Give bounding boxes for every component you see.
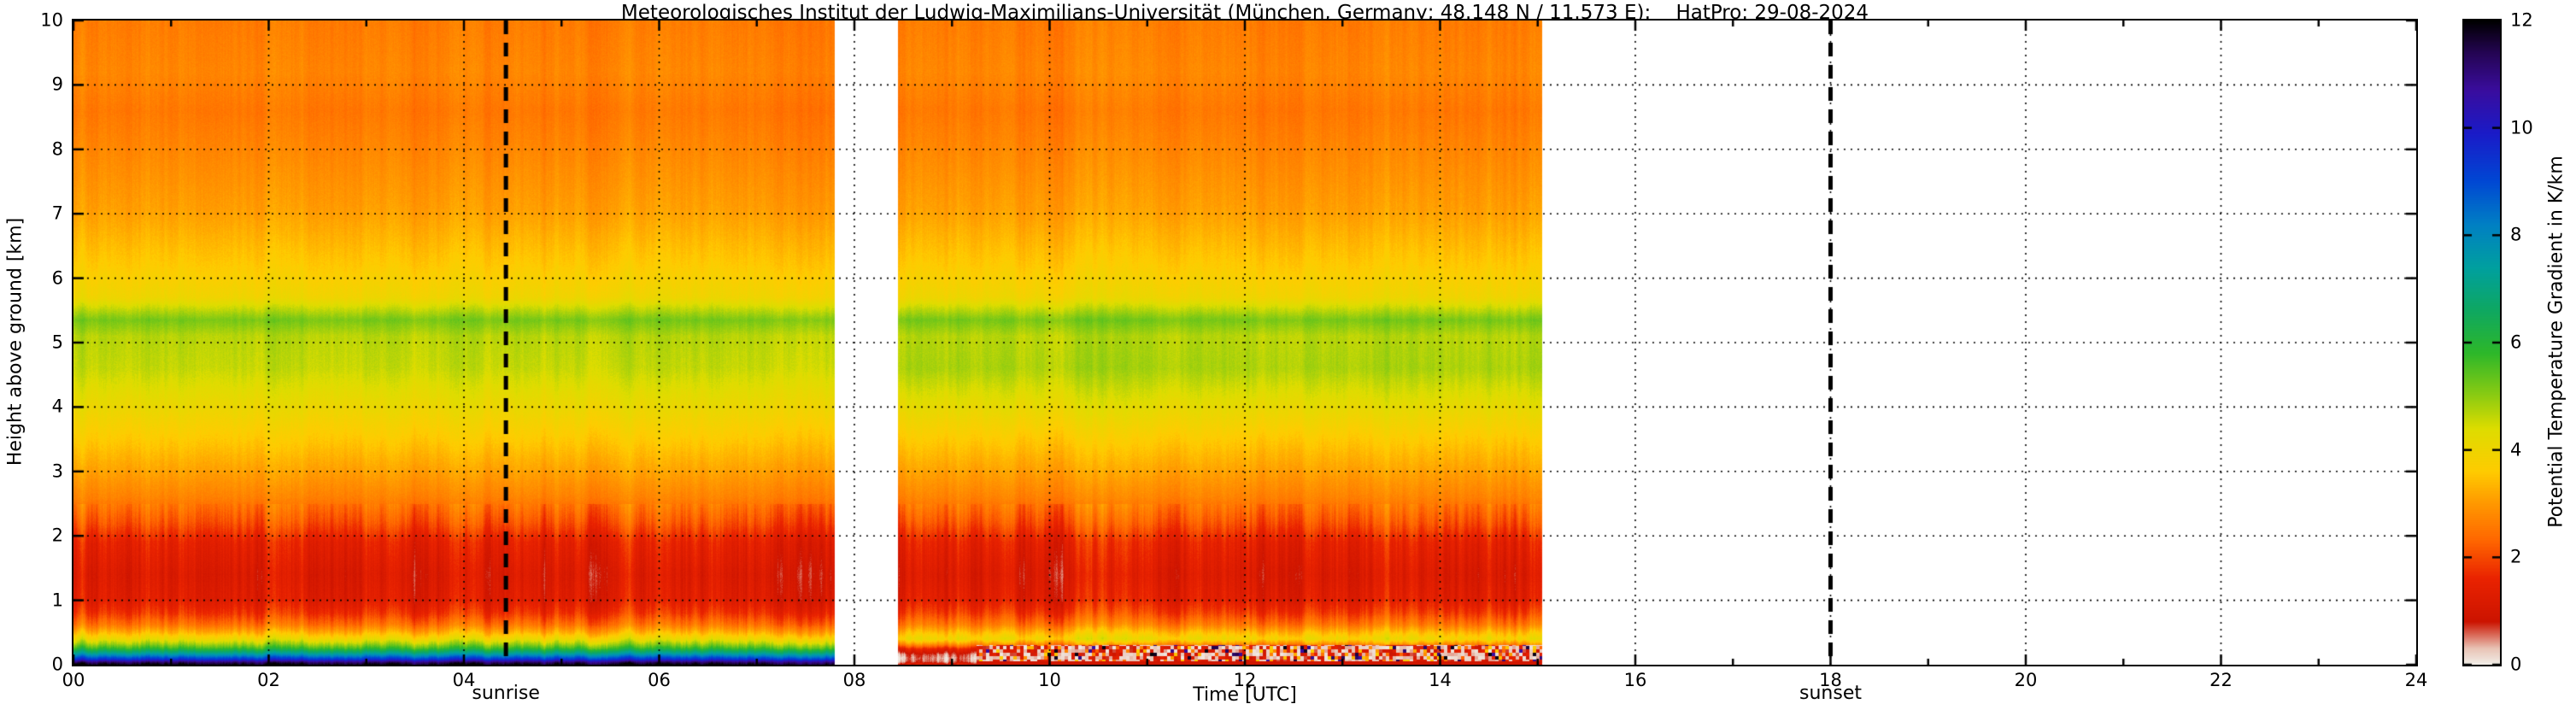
sunrise-label: sunrise xyxy=(472,683,540,704)
sunset-label: sunset xyxy=(1799,683,1862,704)
y-tick-label: 9 xyxy=(51,73,63,95)
y-tick-label: 10 xyxy=(40,9,63,31)
colorbar-tick-label: 10 xyxy=(2510,117,2533,138)
x-axis-label: Time [UTC] xyxy=(1193,684,1297,704)
y-tick-label: 0 xyxy=(51,654,63,675)
colorbar-area xyxy=(2462,19,2502,666)
x-tick-label: 12 xyxy=(1233,670,1257,690)
y-tick-label: 7 xyxy=(51,202,63,224)
y-tick-label: 8 xyxy=(51,138,63,160)
heatmap-canvas xyxy=(73,21,2416,665)
x-tick-label: 02 xyxy=(257,670,280,690)
x-tick-label: 10 xyxy=(1038,670,1061,690)
colorbar-tick-label: 2 xyxy=(2510,546,2522,567)
y-tick-label: 3 xyxy=(51,461,63,482)
y-tick-label: 1 xyxy=(51,590,63,611)
x-tick-label: 24 xyxy=(2404,670,2428,690)
x-tick-label: 06 xyxy=(648,670,671,690)
y-tick-label: 5 xyxy=(51,331,63,353)
y-tick-label: 4 xyxy=(51,396,63,417)
colorbar-tick-label: 0 xyxy=(2510,654,2522,675)
colorbar-label: Potential Temperature Gradient in K/km xyxy=(2545,155,2567,528)
colorbar-tick-label: 8 xyxy=(2510,224,2522,245)
y-axis-label: Height above ground [km] xyxy=(4,217,26,466)
x-tick-label: 20 xyxy=(2014,670,2038,690)
y-tick-label: 6 xyxy=(51,267,63,289)
plot-area xyxy=(72,19,2418,666)
y-tick-label: 2 xyxy=(51,525,63,546)
x-tick-label: 04 xyxy=(452,670,476,690)
x-tick-label: 14 xyxy=(1429,670,1452,690)
colorbar-tick-label: 6 xyxy=(2510,331,2522,353)
x-tick-label: 22 xyxy=(2209,670,2233,690)
x-tick-label: 18 xyxy=(1819,670,1842,690)
x-tick-label: 16 xyxy=(1623,670,1647,690)
colorbar-tick-label: 4 xyxy=(2510,439,2522,461)
x-tick-label: 08 xyxy=(842,670,866,690)
colorbar-canvas xyxy=(2464,21,2500,665)
x-tick-label: 00 xyxy=(62,670,85,690)
colorbar-tick-label: 12 xyxy=(2510,9,2533,31)
